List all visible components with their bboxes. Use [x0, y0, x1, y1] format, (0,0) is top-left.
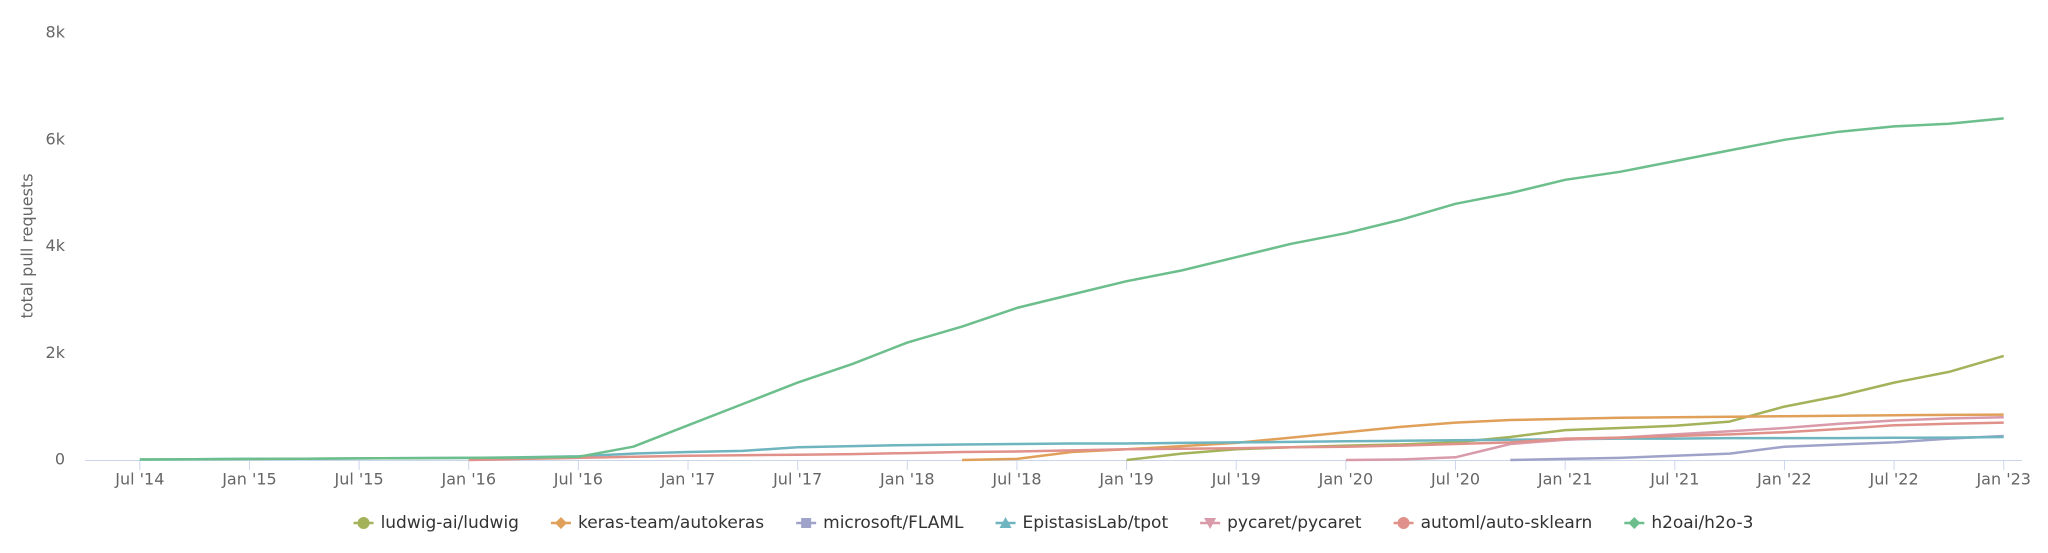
legend: ludwig-ai/ludwig keras-team/autokeras micr… — [353, 513, 1753, 533]
legend-item[interactable]: automl/auto-sklearn — [1393, 513, 1593, 533]
x-tick-label: Jan '22 — [1756, 470, 1812, 489]
x-tick-label: Jan '15 — [221, 470, 277, 489]
series-line — [1345, 416, 2004, 462]
legend-label: pycaret/pycaret — [1227, 513, 1362, 533]
x-tick-label: Jan '18 — [879, 470, 935, 489]
x-tick-label: Jul '14 — [114, 470, 164, 489]
x-tick-label: Jul '17 — [772, 470, 822, 489]
x-tick-label: Jan '19 — [1098, 470, 1154, 489]
x-tick-label: Jul '18 — [991, 470, 1041, 489]
legend-label: ludwig-ai/ludwig — [381, 513, 519, 533]
y-tick-label: 4k — [46, 236, 66, 255]
x-tick-label: Jan '16 — [440, 470, 496, 489]
legend-marker — [1204, 518, 1217, 529]
series-line — [1510, 434, 2004, 462]
legend-marker — [1397, 517, 1410, 529]
legend-marker — [554, 517, 567, 529]
series-line — [468, 421, 2004, 462]
x-tick-label: Jul '16 — [553, 470, 603, 489]
legend-label: microsoft/FLAML — [823, 513, 964, 533]
x-tick-label: Jan '20 — [1318, 470, 1374, 489]
legend-marker — [357, 517, 370, 529]
x-tick-label: Jul '20 — [1430, 470, 1480, 489]
x-tick-label: Jul '22 — [1869, 470, 1919, 489]
x-tick-label: Jan '21 — [1537, 470, 1593, 489]
y-tick-label: 6k — [46, 129, 66, 148]
y-tick-label: 0 — [55, 450, 65, 469]
series-line — [139, 435, 2004, 461]
x-tick-label: Jul '21 — [1649, 470, 1699, 489]
legend-item[interactable]: h2oai/h2o-3 — [1624, 513, 1753, 533]
y-tick-label: 2k — [46, 343, 66, 362]
legend-label: EpistasisLab/tpot — [1023, 513, 1169, 533]
x-tick-label: Jan '17 — [660, 470, 716, 489]
legend-item[interactable]: pycaret/pycaret — [1200, 513, 1362, 533]
legend-label: keras-team/autokeras — [578, 513, 764, 533]
legend-item[interactable]: microsoft/FLAML — [796, 513, 964, 533]
legend-label: h2oai/h2o-3 — [1651, 513, 1753, 533]
legend-marker — [1628, 517, 1641, 529]
x-tick-label: Jul '19 — [1211, 470, 1261, 489]
legend-marker — [801, 518, 812, 528]
legend-item[interactable]: EpistasisLab/tpot — [995, 513, 1169, 533]
x-tick-label: Jul '15 — [334, 470, 384, 489]
y-tick-label: 8k — [46, 23, 66, 42]
x-tick-label: Jan '23 — [1975, 470, 2031, 489]
legend-label: automl/auto-sklearn — [1421, 513, 1593, 533]
y-axis-title: total pull requests — [18, 173, 37, 318]
series-line — [139, 117, 2004, 461]
legend-marker — [999, 517, 1012, 528]
legend-item[interactable]: ludwig-ai/ludwig — [353, 513, 519, 533]
legend-item[interactable]: keras-team/autokeras — [550, 513, 764, 533]
